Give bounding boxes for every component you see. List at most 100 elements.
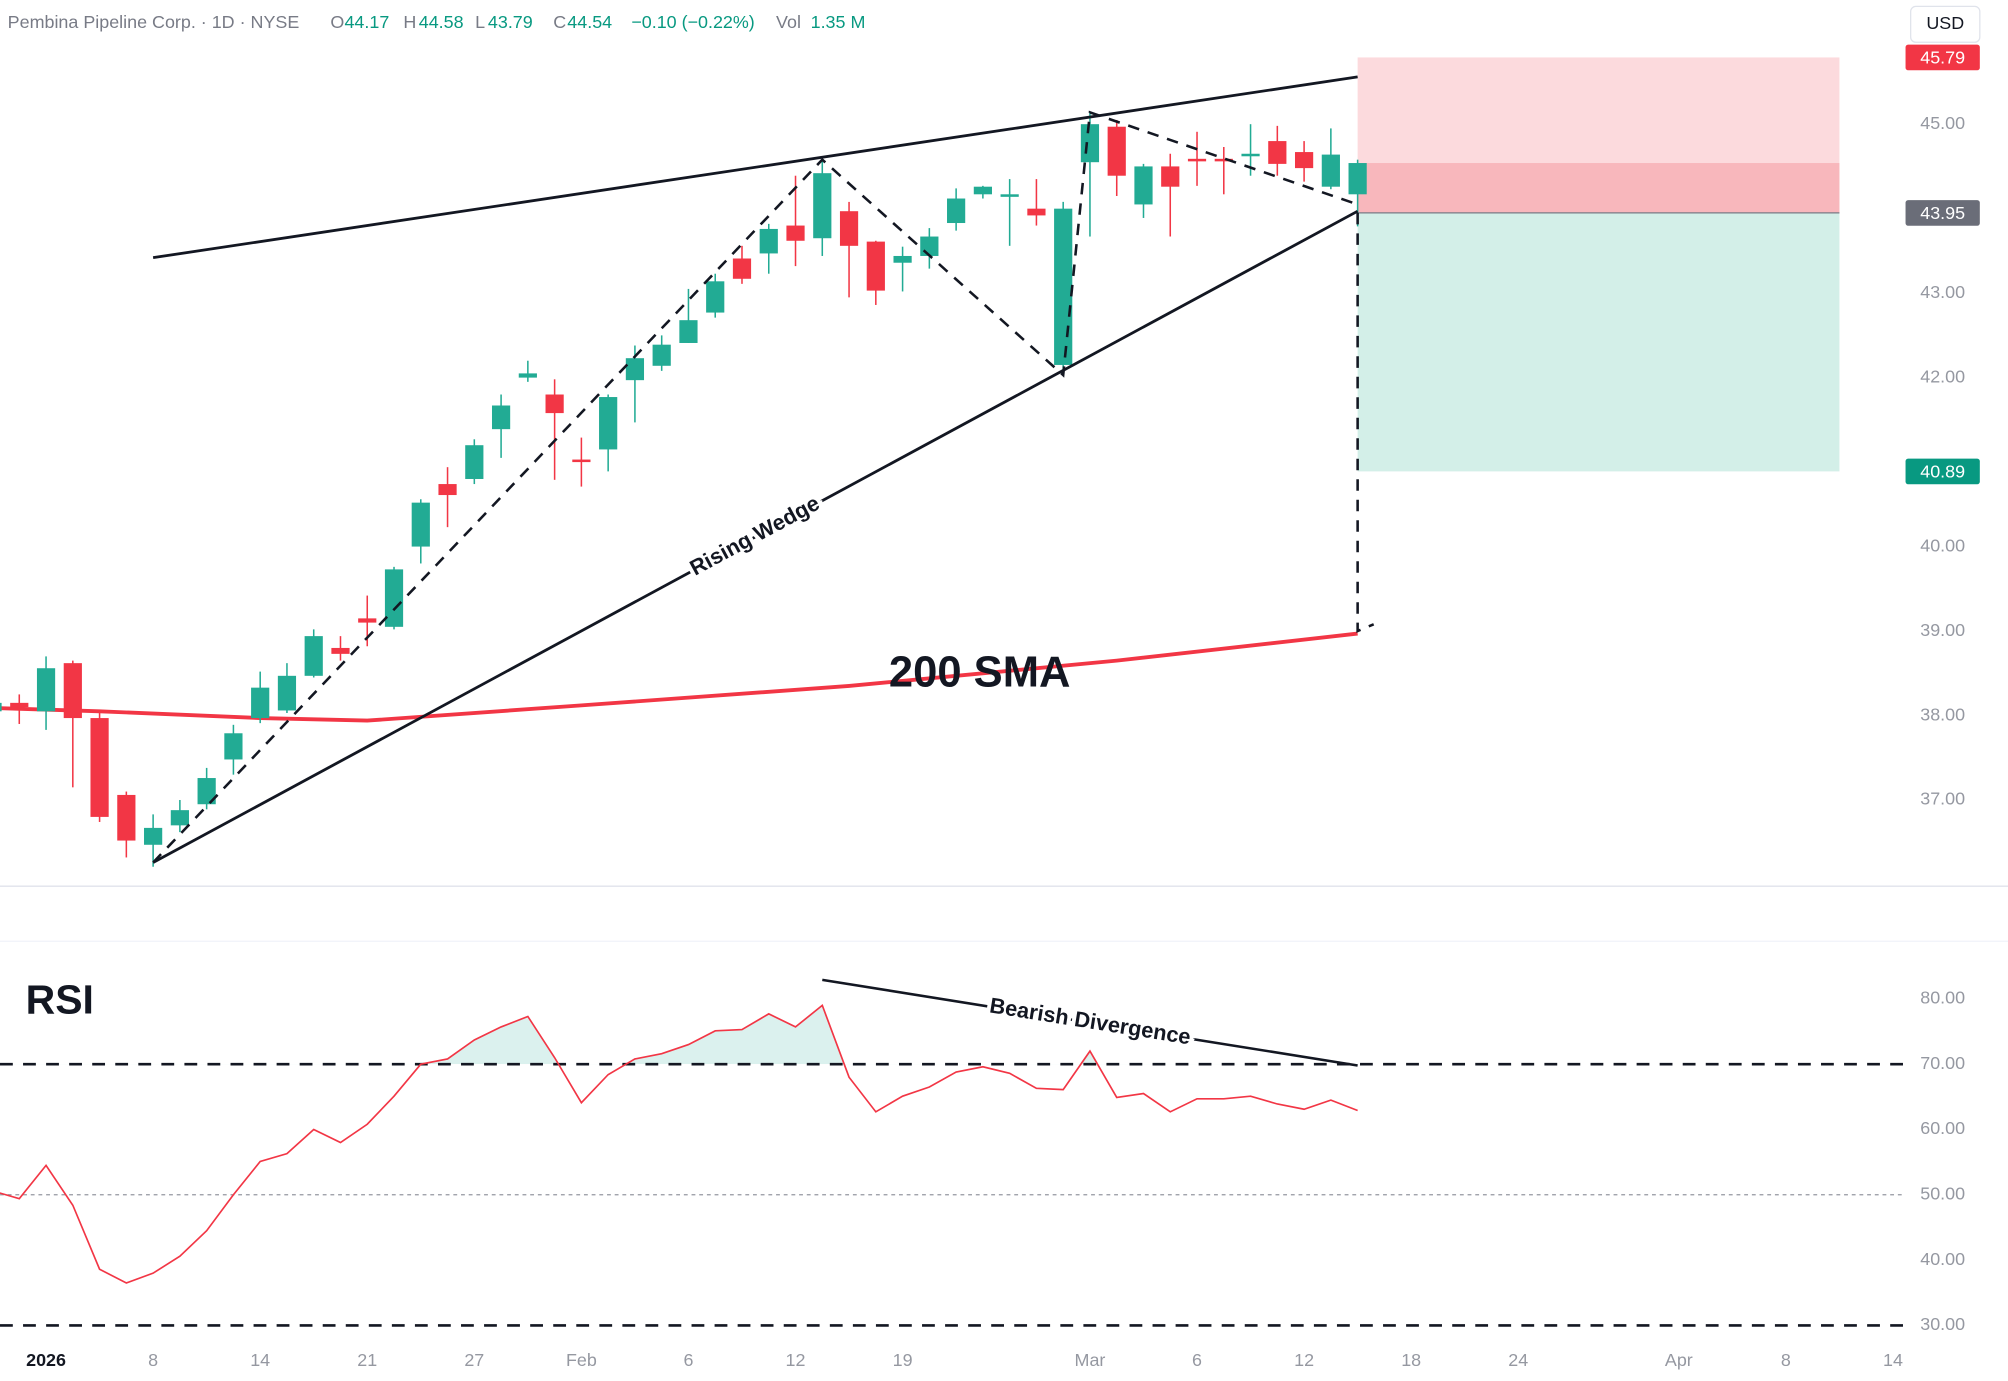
- x-tick-label: 27: [464, 1350, 484, 1370]
- candle-body: [1294, 152, 1314, 169]
- price-badge: [1905, 200, 1980, 226]
- candle-body: [866, 241, 885, 291]
- candle-body: [1241, 153, 1260, 157]
- x-tick-label: 8: [1781, 1350, 1791, 1370]
- price-badge-label: 43.95: [1920, 203, 1965, 223]
- x-tick-label: 14: [1883, 1350, 1903, 1370]
- x-tick-label: Apr: [1665, 1350, 1693, 1370]
- y-tick-label: 60.00: [1920, 1118, 1965, 1138]
- y-tick-label: 39.00: [1920, 620, 1965, 640]
- y-tick-label: 40.00: [1920, 1249, 1965, 1269]
- candle-body: [1348, 163, 1367, 195]
- candle-body: [893, 255, 912, 263]
- candle-body: [224, 733, 243, 760]
- header-text: 44.17: [344, 12, 389, 32]
- candle-body: [599, 397, 618, 450]
- candle-body: [411, 502, 430, 547]
- x-tick-label: 8: [148, 1350, 158, 1370]
- candle-body: [331, 647, 350, 654]
- candle-body: [1214, 158, 1233, 162]
- sma-line: [0, 631, 1358, 723]
- candle-body: [0, 702, 2, 712]
- header-text: −0.10 (−0.22%): [631, 12, 754, 32]
- candle-body: [813, 173, 832, 239]
- open-loss-zone: [1357, 163, 1840, 213]
- header-text: 1.35 M: [811, 12, 866, 32]
- candle-body: [10, 702, 29, 708]
- x-tick-label: 12: [1294, 1350, 1314, 1370]
- candle-body: [1107, 126, 1126, 176]
- pane-title: RSI: [26, 977, 94, 1023]
- candle-body: [839, 211, 859, 246]
- x-tick-label: Mar: [1075, 1350, 1106, 1370]
- price-badge: [1905, 458, 1980, 485]
- candle-body: [920, 236, 939, 256]
- candle-body: [786, 225, 805, 241]
- x-tick-label: 24: [1508, 1350, 1528, 1370]
- header-text: Vol: [776, 12, 801, 32]
- header-text: O: [330, 12, 344, 32]
- price-badge-label: 40.89: [1920, 461, 1965, 481]
- y-tick-label: 38.00: [1920, 704, 1965, 724]
- candle-body: [1161, 166, 1180, 187]
- trend-drawing: [1356, 212, 1375, 633]
- candle-body: [545, 394, 564, 414]
- target-zone: [1357, 212, 1840, 472]
- y-tick-label: 80.00: [1920, 988, 1965, 1008]
- candle-body: [679, 320, 698, 343]
- candle-body: [1321, 154, 1340, 187]
- currency-label[interactable]: USD: [1926, 13, 1964, 33]
- candle-body: [1268, 141, 1287, 164]
- candle-body: [438, 484, 457, 496]
- trend-drawing: [152, 110, 1359, 864]
- header-text: C: [553, 12, 566, 32]
- x-tick-label: 6: [683, 1350, 693, 1370]
- candle-body: [117, 794, 136, 841]
- trend-drawing: [152, 209, 1359, 864]
- currency-button[interactable]: [1910, 5, 1981, 43]
- candle-body: [1134, 166, 1153, 205]
- header-text: L: [475, 12, 485, 32]
- candle-body: [759, 228, 778, 254]
- candle-body: [63, 663, 82, 719]
- candle-body: [491, 405, 511, 430]
- candle-body: [384, 569, 404, 627]
- header-text: 44.58: [419, 12, 464, 32]
- header-text: 44.54: [567, 12, 612, 32]
- overbought-fill: [420, 1005, 1098, 1065]
- candle-body: [973, 186, 992, 195]
- candle-body: [1027, 208, 1046, 216]
- rsi-line: [0, 1004, 1358, 1284]
- candle-body: [251, 687, 270, 719]
- y-tick-label: 40.00: [1920, 535, 1965, 555]
- candle-body: [36, 668, 56, 712]
- y-tick-label: 37.00: [1920, 789, 1965, 809]
- candle-body: [277, 675, 297, 711]
- y-tick-label: 70.00: [1920, 1053, 1965, 1073]
- header-text: 43.79: [488, 12, 533, 32]
- x-tick-label: 2026: [26, 1350, 66, 1370]
- y-tick-label: 42.00: [1920, 366, 1965, 386]
- candle-body: [947, 198, 966, 224]
- candle-body: [304, 636, 323, 676]
- candle-body: [90, 718, 109, 817]
- candle-body: [1000, 194, 1019, 197]
- candle-body: [197, 778, 216, 805]
- candle-body: [732, 258, 752, 279]
- x-tick-label: Feb: [566, 1350, 597, 1370]
- candle-body: [170, 810, 189, 826]
- sma-label: 200 SMA: [889, 648, 1070, 696]
- x-tick-label: 14: [250, 1350, 270, 1370]
- candle-body: [144, 827, 163, 845]
- x-tick-label: 21: [357, 1350, 377, 1370]
- x-tick-label: 12: [786, 1350, 806, 1370]
- trend-drawing: [152, 75, 1358, 260]
- x-tick-label: 6: [1192, 1350, 1202, 1370]
- divergence-line: [822, 978, 1358, 1067]
- y-tick-label: 50.00: [1920, 1184, 1965, 1204]
- candle-body: [1080, 124, 1100, 163]
- x-tick-label: 19: [893, 1350, 913, 1370]
- y-tick-label: 43.00: [1920, 282, 1965, 302]
